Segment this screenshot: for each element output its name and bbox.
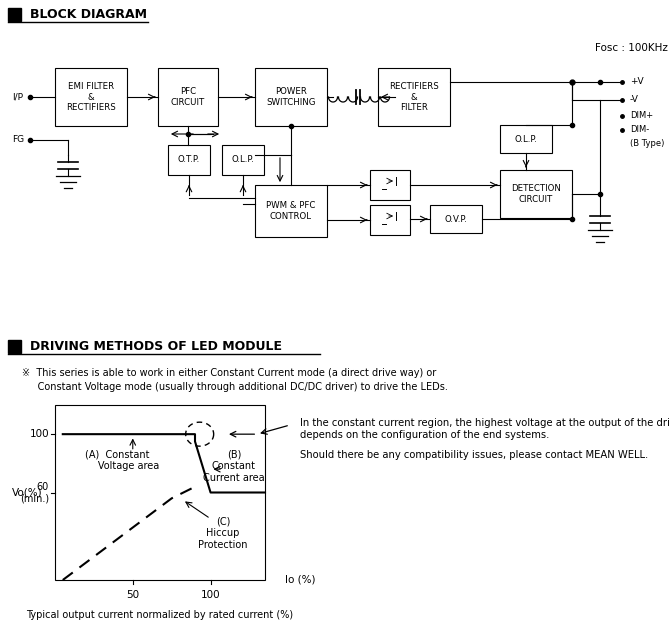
Text: (B)
Constant
Current area: (B) Constant Current area	[203, 449, 265, 483]
Text: (C)
Hiccup
Protection: (C) Hiccup Protection	[198, 517, 248, 550]
Bar	[378, 68, 450, 126]
Text: 60
(min.): 60 (min.)	[20, 482, 49, 503]
Text: -V: -V	[630, 96, 639, 105]
Text: DIM+: DIM+	[630, 111, 653, 120]
Bar	[430, 205, 482, 233]
Text: (A)  Constant
       Voltage area: (A) Constant Voltage area	[76, 449, 159, 471]
Text: In the constant current region, the highest voltage at the output of the driver
: In the constant current region, the high…	[300, 418, 670, 440]
Text: +V: +V	[630, 78, 644, 87]
Text: 50: 50	[126, 590, 139, 600]
Text: Fosc : 100KHz: Fosc : 100KHz	[595, 43, 668, 53]
Text: 100: 100	[29, 429, 49, 439]
Text: I/P: I/P	[12, 93, 23, 102]
Bar	[255, 68, 327, 126]
Bar	[500, 125, 552, 153]
Bar	[55, 68, 127, 126]
Text: DRIVING METHODS OF LED MODULE: DRIVING METHODS OF LED MODULE	[30, 341, 282, 354]
Text: Typical output current normalized by rated current (%): Typical output current normalized by rat…	[26, 610, 293, 620]
Text: O.T.P.: O.T.P.	[178, 156, 200, 165]
Bar	[8, 8, 21, 21]
Text: EMI FILTER
&
RECTIFIERS: EMI FILTER & RECTIFIERS	[66, 82, 116, 112]
Text: 100: 100	[201, 590, 220, 600]
Bar	[222, 145, 264, 175]
Text: ※  This series is able to work in either Constant Current mode (a direct drive w: ※ This series is able to work in either …	[22, 368, 448, 392]
Text: Io (%): Io (%)	[285, 575, 316, 585]
Text: Vo(%): Vo(%)	[11, 487, 42, 498]
Text: O.L.P.: O.L.P.	[515, 134, 537, 143]
Text: (B Type): (B Type)	[630, 140, 665, 149]
Bar	[55, 405, 265, 580]
Bar	[370, 205, 410, 235]
Text: PFC
CIRCUIT: PFC CIRCUIT	[171, 87, 205, 107]
Text: BLOCK DIAGRAM: BLOCK DIAGRAM	[30, 8, 147, 21]
Text: FG: FG	[12, 136, 24, 145]
Bar	[255, 185, 327, 237]
Bar	[8, 340, 21, 353]
Bar	[500, 170, 572, 218]
Text: O.L.P.: O.L.P.	[232, 156, 255, 165]
Text: PWM & PFC
CONTROL: PWM & PFC CONTROL	[266, 201, 316, 221]
Text: Should there be any compatibility issues, please contact MEAN WELL.: Should there be any compatibility issues…	[300, 450, 649, 460]
Bar	[168, 145, 210, 175]
Bar	[370, 170, 410, 200]
Text: DIM-: DIM-	[630, 125, 649, 134]
Text: O.V.P.: O.V.P.	[445, 215, 468, 224]
Bar	[158, 68, 218, 126]
Text: POWER
SWITCHING: POWER SWITCHING	[266, 87, 316, 107]
Text: DETECTION
CIRCUIT: DETECTION CIRCUIT	[511, 185, 561, 204]
Text: RECTIFIERS
&
FILTER: RECTIFIERS & FILTER	[389, 82, 439, 112]
